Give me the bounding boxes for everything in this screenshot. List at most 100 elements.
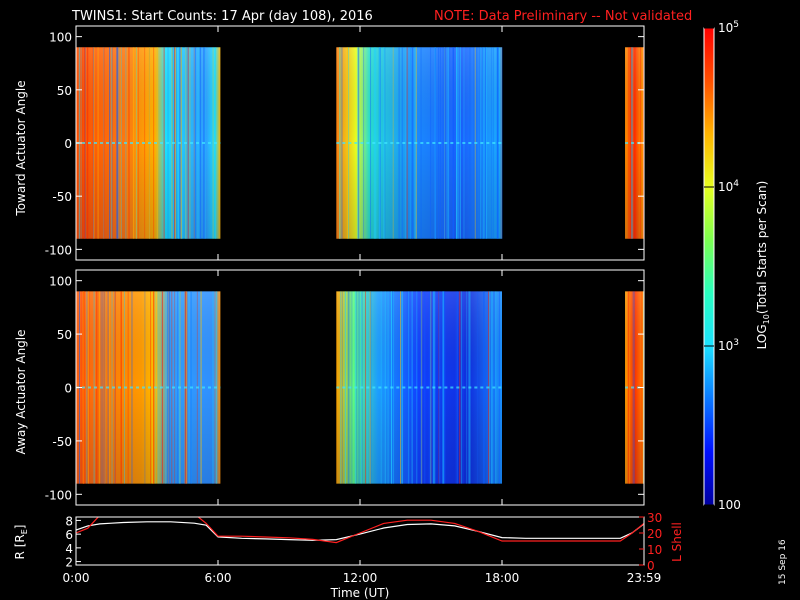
away-scan-streak: [212, 291, 214, 484]
toward-scan-streak: [339, 47, 341, 239]
toward-scan-streak: [434, 47, 436, 239]
toward-scan-streak: [383, 47, 385, 239]
colorbar-tick-label: 100: [718, 498, 741, 512]
away-scan-streak: [490, 291, 492, 484]
toward-scan-streak: [187, 47, 189, 239]
toward-scan-streak: [483, 47, 485, 239]
l-shell-ytick-label: 30: [647, 511, 662, 525]
away-scan-streak: [442, 291, 444, 484]
toward-scan-streak: [356, 47, 358, 239]
away-scan-streak: [369, 291, 371, 484]
toward-scan-streak: [347, 47, 349, 239]
away-scan-streak: [370, 291, 372, 484]
toward-scan-streak: [375, 47, 377, 239]
away-scan-streak: [483, 291, 485, 484]
toward-ytick-label: 100: [49, 31, 72, 45]
away-scan-streak: [483, 291, 485, 484]
toward-scan-streak: [153, 47, 155, 239]
away-scan-streak: [344, 291, 346, 484]
away-scan-streak: [358, 291, 360, 484]
away-scan-streak: [424, 291, 426, 484]
away-scan-streak: [152, 291, 154, 484]
away-scan-streak: [466, 291, 468, 484]
colorbar: 105 104 103 100: [703, 20, 741, 512]
toward-scan-streak: [358, 47, 360, 239]
date-stamp: 15 Sep 16: [778, 539, 788, 585]
toward-scan-streak: [87, 47, 89, 239]
toward-scan-streak: [116, 47, 118, 239]
toward-scan-streak: [92, 47, 94, 239]
toward-actuator-panel: -100 -50 0 50 100: [45, 25, 645, 261]
toward-scan-streak: [92, 47, 94, 239]
away-scan-streak: [200, 291, 202, 484]
toward-scan-streak: [459, 47, 461, 239]
away-scan-streak: [98, 291, 100, 484]
toward-scan-streak: [634, 47, 636, 239]
toward-scan-streak: [193, 47, 195, 239]
time-xtick-label: 18:00: [485, 571, 520, 585]
r-ytick-label: 2: [65, 556, 73, 570]
away-ytick-label: 50: [57, 328, 72, 342]
toward-ytick-label: 50: [57, 84, 72, 98]
plot-title: TWINS1: Start Counts: 17 Apr (day 108), …: [71, 9, 373, 24]
away-scan-streak: [109, 291, 111, 484]
l-shell-series-line: [76, 517, 644, 544]
toward-scan-streak: [497, 47, 499, 239]
colorbar-label: LOG10(Total Starts per Scan): [755, 181, 771, 350]
toward-scan-streak: [629, 47, 631, 239]
colorbar-scale: [704, 28, 714, 505]
away-scan-streak: [627, 291, 629, 484]
l-shell-ytick-label: 0: [647, 559, 655, 573]
toward-ytick-label: -50: [52, 190, 72, 204]
away-scan-streak: [351, 291, 353, 484]
toward-scan-streak: [175, 47, 177, 239]
r-ytick-label: 4: [65, 542, 73, 556]
time-xtick-label: 23:59: [627, 571, 662, 585]
toward-scan-streak: [485, 47, 487, 239]
toward-scan-streak: [358, 47, 360, 239]
away-scan-streak: [488, 291, 490, 484]
l-shell-axis-label: L Shell: [670, 522, 684, 562]
toward-scan-streak: [430, 47, 432, 239]
away-scan-streak: [629, 291, 631, 484]
toward-actuator-angle-label: Toward Actuator Angle: [14, 80, 28, 216]
away-scan-streak: [114, 291, 116, 484]
away-scan-streak: [159, 291, 161, 484]
toward-scan-streak: [97, 47, 99, 239]
away-ytick-label: -100: [45, 488, 72, 502]
away-scan-streak: [120, 291, 122, 484]
r-axis-label: R [RE]: [13, 525, 29, 560]
toward-scan-streak: [175, 47, 177, 239]
away-scan-streak: [347, 291, 349, 484]
away-scan-streak: [387, 291, 389, 484]
away-scan-streak: [460, 291, 462, 484]
away-scan-streak: [455, 291, 457, 484]
toward-scan-streak: [117, 47, 119, 239]
time-xtick-label: 12:00: [343, 571, 378, 585]
away-scan-streak: [406, 291, 408, 484]
toward-scan-streak: [84, 47, 86, 239]
away-scan-streak: [86, 291, 88, 484]
toward-scan-streak: [103, 47, 105, 239]
l-shell-ytick-label: 10: [647, 543, 662, 557]
toward-scan-streak: [497, 47, 499, 239]
r-ytick-label: 6: [65, 528, 73, 542]
toward-scan-streak: [412, 47, 414, 239]
away-scan-streak: [171, 291, 173, 484]
toward-scan-streak: [448, 47, 450, 239]
toward-scan-streak: [189, 47, 191, 239]
toward-ytick-label: 0: [64, 137, 72, 151]
toward-scan-streak: [103, 47, 105, 239]
away-scan-streak: [104, 291, 106, 484]
away-actuator-panel: -100 -50 0 50 100: [45, 269, 645, 506]
away-scan-streak: [120, 291, 122, 484]
toward-scan-streak: [406, 47, 408, 239]
toward-scan-streak: [501, 47, 503, 239]
toward-scan-streak: [473, 47, 475, 239]
toward-scan-streak: [370, 47, 372, 239]
toward-scan-streak: [340, 47, 342, 239]
away-ytick-label: -50: [52, 435, 72, 449]
away-ytick-label: 100: [49, 275, 72, 289]
